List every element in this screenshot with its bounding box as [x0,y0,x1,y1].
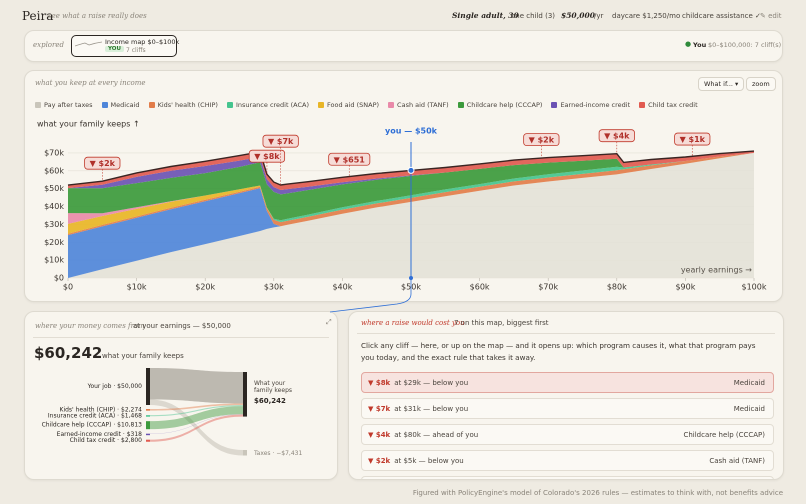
legend-label: Kids' health (CHIP) [157,101,218,109]
cliff-where: at $80k — ahead of you [394,430,479,439]
cliff-where: at $31k — below you [394,404,469,413]
cliffs-intro: Click any cliff — here, or up on the map… [361,341,756,362]
legend-swatch [35,102,41,108]
cliff-amount: ▼ $8k [368,378,391,387]
children[interactable]: one child (3) [511,12,556,20]
status-dot: ● [685,40,692,48]
legend-swatch [457,102,464,108]
income-unit: /yr [594,12,604,20]
cliff-row[interactable]: ▼ $8k at $29k — below you Medicaid [361,372,774,393]
status-detail: $0–$100,000: 7 cliff(s) [708,41,782,49]
legend-swatch [226,102,233,108]
keeps-amount: $60,242 [254,397,286,405]
household[interactable]: Single adult, 30 [452,11,519,20]
cliffs-panel: where a raise would cost you 7 on this m… [348,311,784,480]
legend-label: Cash aid (TANF) [397,101,449,109]
legend-swatch [148,102,155,108]
income[interactable]: $50,000 [561,11,595,20]
legend-label: Insurance credit (ACA) [235,101,309,109]
sources-panel: where your money comes from at your earn… [24,311,338,480]
what-if-button[interactable]: What if... ▾ [698,77,745,91]
cliff-program: Cash aid (TANF) [709,456,765,465]
legend-swatch [388,102,395,108]
legend-item[interactable]: Insurance credit (ACA) [226,101,309,109]
legend-swatch [551,102,558,108]
legend-item[interactable]: Earned-income credit [551,101,630,109]
map-sparkline [75,41,102,47]
taxes-label: Taxes · −$7,431 [254,450,303,457]
cliff-amount: ▼ $4k [368,430,391,439]
legend-label: Medicaid [110,101,140,109]
cliffs-heading: where a raise would cost you [361,319,465,327]
map-card[interactable]: Income map $0–$100k YOU 7 cliffs [71,35,180,57]
legend-item[interactable]: Food aid (SNAP) [317,101,380,109]
cliff-where: at $29k — below you [394,378,469,387]
legend-item[interactable]: Cash aid (TANF) [388,101,449,109]
cliff-row[interactable]: ▼ $7k at $31k — below you Medicaid [361,398,774,419]
cliff-where: at $5k — below you [394,456,464,465]
sources-subheading: at your earnings — $50,000 [133,322,231,330]
cliff-program: Medicaid [733,404,765,413]
cliff-program: Childcare help (CCCAP) [683,430,765,439]
total-label: what your family keeps [102,352,184,360]
brand[interactable]: Peira [22,9,54,23]
explored-bar: explored Income map $0–$100k YOU 7 cliff… [24,30,783,62]
legend-swatch [639,102,646,108]
status: You [693,41,707,49]
separator [357,333,775,334]
daycare[interactable]: daycare $1,250/mo [612,12,681,20]
expand-button[interactable]: ⤢ [326,318,332,326]
chart-panel: what you keep at every income What if...… [24,70,783,302]
legend-swatch [101,102,108,108]
separator [33,337,329,338]
zoom-button[interactable]: zoom [746,77,776,91]
legend-item[interactable]: Kids' health (CHIP) [148,101,218,109]
cliff-amount: ▼ $7k [368,404,391,413]
legend-swatch [317,102,324,108]
legend-item[interactable]: Child tax credit [639,101,698,109]
sparkline-path [75,41,102,47]
chart-heading: what you keep at every income [35,79,146,87]
legend-item[interactable]: Pay after taxes [35,101,93,109]
legend-item[interactable]: Medicaid [101,101,140,109]
legend-label: Earned-income credit [560,101,631,109]
assistance[interactable]: childcare assistance ✓ [682,12,761,20]
cliff-program: Medicaid [733,378,765,387]
map-cliffs: 7 cliffs [126,47,146,54]
legend-label: Childcare help (CCCAP) [466,101,543,109]
you-badge: YOU [105,46,124,52]
footer: Figured with PolicyEngine's model of Col… [412,489,783,497]
cliff-row[interactable]: ▼ $4k at $80k — ahead of you Childcare hel… [361,424,774,445]
legend-item[interactable]: Childcare help (CCCAP) [457,101,543,109]
total: $60,242 [34,344,103,362]
cliffs-subheading: 7 on this map, biggest first [454,319,549,327]
cliff-amount: ▼ $2k [368,456,391,465]
legend-label: Pay after taxes [44,101,93,109]
cliff-row[interactable]: ▼ $2k at $5k — below you Cash aid (TANF) [361,450,774,471]
edit-button[interactable]: ✎ edit [760,12,782,20]
explored-label: explored [33,41,64,49]
map-title: Income map $0–$100k [105,38,180,46]
tagline: see what a raise really does [48,12,147,20]
keeps-label: What your family keeps [254,380,293,394]
legend-label: Food aid (SNAP) [326,101,380,109]
legend-label: Child tax credit [648,101,698,109]
sources-heading: where your money comes from [35,322,145,330]
legend: Pay after taxes Medicaid Kids' health (CHI… [35,101,698,109]
